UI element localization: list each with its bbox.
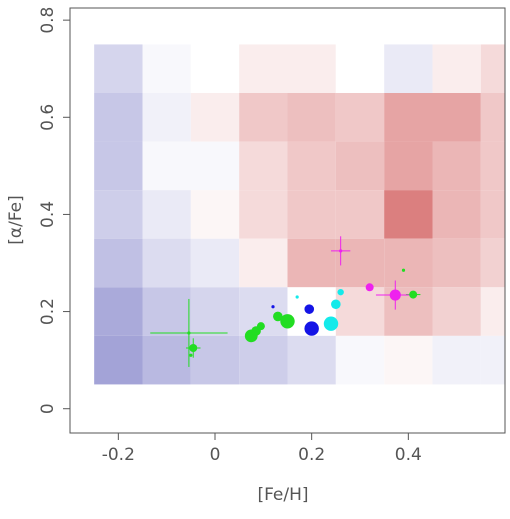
heatmap-cell: [239, 190, 288, 239]
data-point: [365, 283, 374, 292]
heatmap-cell: [190, 190, 240, 239]
heatmap-cell: [94, 141, 143, 191]
y-tick-label: 0.8: [38, 7, 58, 34]
data-point: [295, 295, 299, 299]
heatmap-cell: [94, 287, 143, 336]
y-tick-label: 0.4: [38, 201, 58, 228]
data-point: [189, 353, 193, 357]
heatmap-cell: [190, 141, 240, 191]
heatmap-cell: [190, 238, 240, 288]
data-point: [304, 304, 315, 314]
heatmap-cell: [287, 190, 336, 239]
x-tick-label: 0: [210, 445, 221, 465]
heatmap-cell: [384, 335, 433, 385]
data-point: [304, 321, 319, 336]
heatmap-cell: [384, 190, 433, 239]
heatmap-cell: [432, 190, 481, 239]
data-point: [409, 290, 418, 299]
heatmap-cell: [432, 141, 481, 191]
heatmap-cell: [190, 335, 240, 385]
heatmap-cell: [480, 238, 505, 288]
heatmap-cell: [287, 44, 336, 93]
heatmap-cell: [384, 238, 433, 288]
heatmap-cell: [94, 190, 143, 239]
heatmap-cell: [432, 287, 481, 336]
y-tick-label: 0: [38, 403, 58, 414]
heatmap-cell: [335, 93, 385, 142]
heatmap-cell: [94, 335, 143, 385]
heatmap-cell: [432, 335, 481, 385]
heatmap-cell: [142, 287, 191, 336]
heatmap-cell: [384, 93, 433, 142]
heatmap-cell: [287, 238, 336, 288]
x-tick-label: -0.2: [102, 445, 135, 465]
heatmap-cell: [480, 141, 505, 191]
heatmap-cell: [94, 44, 143, 93]
heatmap-cell: [335, 190, 385, 239]
heatmap-cell: [480, 44, 505, 93]
heatmap-cell: [335, 141, 385, 191]
y-tick-label: 0.2: [38, 298, 58, 325]
heatmap-cell: [190, 93, 240, 142]
heatmap-cell: [384, 141, 433, 191]
heatmap-cell: [142, 238, 191, 288]
heatmap-cell: [94, 93, 143, 142]
data-point: [401, 268, 406, 272]
heatmap-cell: [190, 44, 240, 93]
y-axis-label: [α/Fe]: [6, 195, 26, 245]
data-point: [271, 305, 275, 309]
heatmap-cell: [239, 93, 288, 142]
data-point: [187, 331, 191, 335]
heatmap-cell: [239, 335, 288, 385]
data-point: [256, 322, 265, 331]
y-tick-label: 0.6: [38, 104, 58, 131]
heatmap-cell: [142, 335, 191, 385]
data-point: [280, 314, 295, 329]
heatmap-cell: [287, 93, 336, 142]
heatmap-cell: [335, 238, 385, 288]
heatmap-cell: [287, 335, 336, 385]
data-point: [273, 311, 283, 322]
data-point: [389, 289, 401, 301]
data-point: [323, 316, 339, 331]
x-axis-label: [Fe/H]: [257, 485, 308, 505]
data-point: [337, 288, 344, 296]
heatmap-cell: [432, 44, 481, 93]
heatmap-cell: [384, 44, 433, 93]
heatmap-cell: [480, 287, 505, 336]
heatmap-cell: [142, 93, 191, 142]
heatmap-cell: [190, 287, 240, 336]
heatmap-cell: [335, 335, 385, 385]
heatmap-cell: [94, 238, 143, 288]
heatmap-cell: [142, 141, 191, 191]
x-tick-label: 0.2: [298, 445, 325, 465]
heatmap-cell: [239, 238, 288, 288]
data-point: [189, 344, 198, 352]
heatmap-cell: [142, 44, 191, 93]
data-point: [339, 249, 343, 253]
heatmap-cell: [239, 141, 288, 191]
heatmap-cell: [239, 44, 288, 93]
heatmap-cell: [432, 93, 481, 142]
heatmap-cell: [432, 238, 481, 288]
heatmap-cell: [142, 190, 191, 239]
heatmap-cell: [480, 93, 505, 142]
heatmap-cell: [480, 335, 505, 385]
data-point: [331, 299, 341, 310]
heatmap-cell: [335, 44, 385, 93]
plot-frame: [69, 7, 506, 434]
heatmap-cell: [287, 141, 336, 191]
x-tick-label: 0.4: [395, 445, 422, 465]
heatmap-cell: [480, 190, 505, 239]
